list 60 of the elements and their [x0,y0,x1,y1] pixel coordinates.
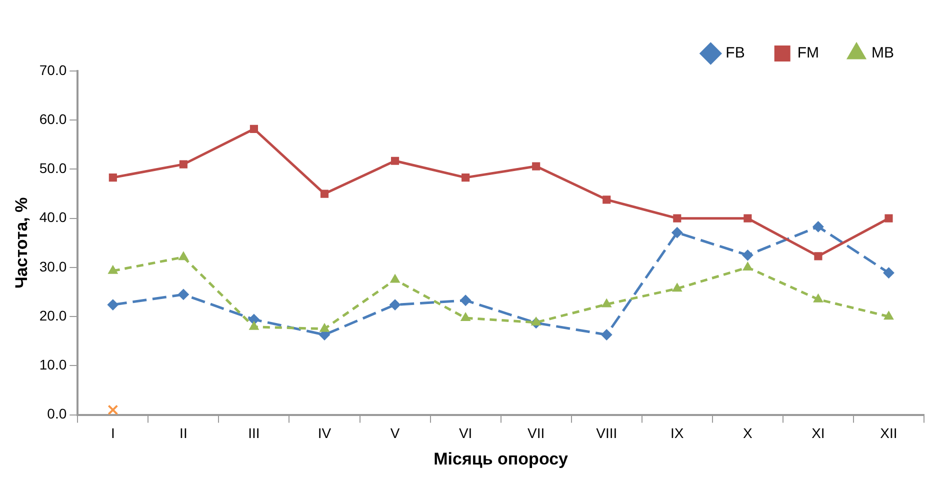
y-tick-label: 60.0 [39,110,67,127]
point [884,214,893,222]
x-tick-label: VIII [596,425,618,442]
x-tick-label: V [390,425,400,442]
point [602,196,611,204]
point [249,321,259,330]
x-tick-label: I [110,425,115,442]
y-tick-label: 20.0 [39,307,67,324]
x-tick-label: III [248,425,260,442]
point [460,294,472,306]
y-tick-label: 40.0 [39,209,67,226]
point [462,174,470,182]
legend-label: FB [726,44,745,62]
point [107,299,118,310]
y-tick-label: 50.0 [39,160,67,176]
x-tick-label: VI [458,425,472,442]
point [672,227,683,238]
y-tick-label: 10.0 [39,356,67,373]
point [532,162,540,170]
x-tick-label: XI [812,425,825,442]
y-axis-title: Частота, % [12,197,31,289]
point [248,314,260,326]
y-tick-label: 70.0 [39,62,67,78]
point [460,312,470,322]
point [531,316,541,326]
x-tick-label: IX [670,425,684,442]
legend-label: FM [797,44,820,62]
point [814,252,822,260]
point [884,311,894,320]
x-tick-label: X [743,425,754,442]
point [812,221,824,232]
x-tick-label: IV [318,425,332,442]
point [320,323,330,332]
point [744,214,752,222]
point [672,283,682,292]
point [178,288,189,300]
point [179,160,188,168]
point [742,250,754,261]
legend-label: MB [872,44,894,62]
x-tick-label: II [180,425,188,442]
point [250,124,258,133]
point [320,190,329,198]
point [108,404,118,415]
y-tick-label: 30.0 [39,258,67,274]
point [390,299,401,310]
point [108,265,118,274]
point [390,274,400,283]
y-tick-label: 0.0 [47,406,67,422]
point [108,174,117,182]
point [742,262,753,270]
point [813,294,824,302]
point [178,252,188,260]
point [602,298,612,308]
point [601,329,612,340]
x-tick-label: VII [528,425,545,442]
point [390,156,400,165]
point [673,214,682,222]
x-axis-title: Місяць опоросу [434,449,569,468]
point [883,267,894,278]
x-tick-label: XII [880,425,898,442]
